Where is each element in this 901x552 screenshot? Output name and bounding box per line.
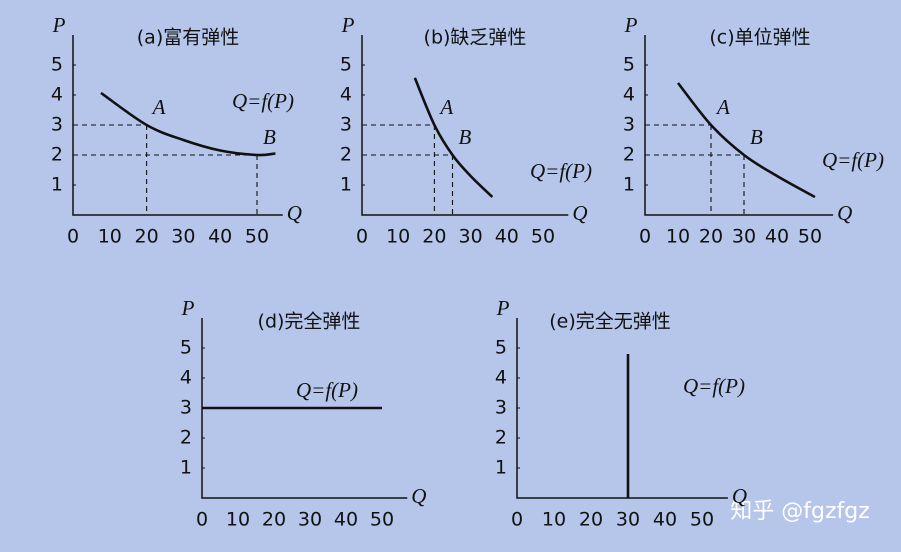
y-tick-label: 4 bbox=[495, 367, 507, 389]
y-tick-label: 5 bbox=[51, 54, 63, 76]
x-tick-label: 0 bbox=[67, 226, 79, 248]
x-tick-label: 50 bbox=[245, 226, 269, 248]
x-tick-label: 50 bbox=[531, 226, 555, 248]
chart-title: (d)完全弹性 bbox=[258, 311, 361, 333]
x-tick-label: 20 bbox=[699, 226, 723, 248]
y-tick-label: 2 bbox=[623, 144, 635, 166]
y-tick-label: 1 bbox=[340, 174, 352, 196]
x-tick-label: 20 bbox=[135, 226, 159, 248]
x-tick-label: 40 bbox=[495, 226, 519, 248]
point-label: A bbox=[151, 95, 166, 119]
x-tick-label: 20 bbox=[579, 509, 603, 531]
x-tick-label: 10 bbox=[226, 509, 250, 531]
y-tick-label: 5 bbox=[623, 54, 635, 76]
point-label: B bbox=[263, 125, 276, 149]
y-tick-label: 3 bbox=[623, 114, 635, 136]
curve-label: Q=f(P) bbox=[232, 89, 294, 113]
point-label: A bbox=[715, 95, 730, 119]
x-axis-label: Q bbox=[837, 201, 852, 225]
curve-label: Q=f(P) bbox=[822, 148, 884, 172]
point-label: B bbox=[750, 125, 763, 149]
demand-curve bbox=[100, 91, 276, 157]
x-tick-label: 30 bbox=[616, 509, 640, 531]
y-tick-label: 4 bbox=[51, 84, 63, 106]
x-tick-label: 40 bbox=[765, 226, 789, 248]
x-tick-label: 10 bbox=[98, 226, 122, 248]
x-axis-label: Q bbox=[411, 484, 426, 508]
demand-curve bbox=[676, 82, 816, 199]
x-tick-label: 10 bbox=[666, 226, 690, 248]
demand-curve bbox=[413, 77, 494, 198]
y-axis-label: P bbox=[52, 13, 66, 37]
chart-title: (a)富有弹性 bbox=[137, 27, 239, 49]
x-tick-label: 30 bbox=[459, 226, 483, 248]
y-tick-label: 1 bbox=[180, 457, 192, 479]
x-tick-label: 30 bbox=[171, 226, 195, 248]
chart-title: (b)缺乏弹性 bbox=[424, 27, 527, 49]
x-tick-label: 30 bbox=[732, 226, 756, 248]
x-tick-label: 50 bbox=[798, 226, 822, 248]
x-tick-label: 40 bbox=[208, 226, 232, 248]
x-tick-label: 40 bbox=[334, 509, 358, 531]
x-tick-label: 0 bbox=[196, 509, 208, 531]
y-axis-label: P bbox=[181, 296, 195, 320]
curve-label: Q=f(P) bbox=[683, 374, 745, 398]
x-axis-label: Q bbox=[572, 201, 587, 225]
y-tick-label: 5 bbox=[495, 337, 507, 359]
y-tick-label: 4 bbox=[623, 84, 635, 106]
watermark: 知乎 @fgzfgz bbox=[730, 499, 870, 524]
x-axis-label: Q bbox=[732, 484, 747, 508]
y-tick-label: 1 bbox=[623, 174, 635, 196]
y-tick-label: 2 bbox=[180, 427, 192, 449]
y-axis-label: P bbox=[624, 13, 638, 37]
y-tick-label: 5 bbox=[180, 337, 192, 359]
y-tick-label: 3 bbox=[495, 397, 507, 419]
x-tick-label: 40 bbox=[653, 509, 677, 531]
y-axis-label: P bbox=[341, 13, 355, 37]
y-tick-label: 5 bbox=[340, 54, 352, 76]
chart-title: (c)单位弹性 bbox=[709, 27, 810, 49]
x-tick-label: 20 bbox=[262, 509, 286, 531]
y-tick-label: 1 bbox=[51, 174, 63, 196]
curve-label: Q=f(P) bbox=[296, 378, 358, 402]
x-tick-label: 10 bbox=[542, 509, 566, 531]
y-tick-label: 2 bbox=[340, 144, 352, 166]
point-label: A bbox=[438, 95, 453, 119]
y-tick-label: 3 bbox=[51, 114, 63, 136]
y-tick-label: 3 bbox=[340, 114, 352, 136]
y-tick-label: 2 bbox=[51, 144, 63, 166]
y-tick-label: 2 bbox=[495, 427, 507, 449]
x-tick-label: 50 bbox=[690, 509, 714, 531]
point-label: B bbox=[459, 125, 472, 149]
x-tick-label: 30 bbox=[298, 509, 322, 531]
y-axis-label: P bbox=[496, 296, 510, 320]
x-tick-label: 50 bbox=[370, 509, 394, 531]
curve-label: Q=f(P) bbox=[530, 159, 592, 183]
y-tick-label: 4 bbox=[340, 84, 352, 106]
y-tick-label: 3 bbox=[180, 397, 192, 419]
x-tick-label: 10 bbox=[386, 226, 410, 248]
x-axis-label: Q bbox=[287, 201, 302, 225]
y-tick-label: 4 bbox=[180, 367, 192, 389]
x-tick-label: 0 bbox=[511, 509, 523, 531]
x-tick-label: 20 bbox=[422, 226, 446, 248]
x-tick-label: 0 bbox=[639, 226, 651, 248]
chart-title: (e)完全无弹性 bbox=[549, 311, 671, 333]
axes bbox=[516, 318, 728, 499]
x-tick-label: 0 bbox=[356, 226, 368, 248]
y-tick-label: 1 bbox=[495, 457, 507, 479]
